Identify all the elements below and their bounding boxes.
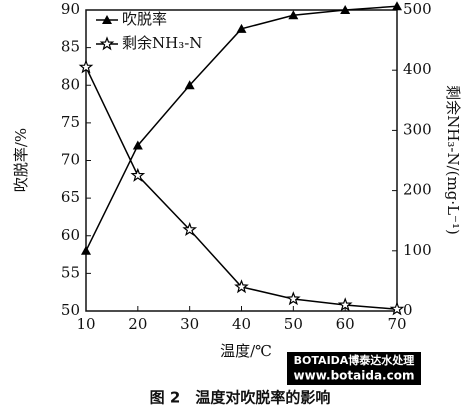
marker (132, 140, 143, 150)
marker (182, 221, 198, 237)
caption: 图 2 温度对吹脱率的影响 (150, 389, 331, 407)
x-axis-label: 温度/℃ (220, 342, 272, 360)
y2-tick-label: 0 (403, 301, 413, 319)
y-tick-label: 55 (61, 263, 80, 281)
plot-frame (85, 9, 398, 312)
y2-tick-label: 100 (403, 241, 432, 259)
y-tick-label: 60 (61, 226, 80, 244)
marker (78, 59, 94, 74)
watermark-box (287, 352, 421, 385)
marker (184, 80, 195, 90)
y2-tick-label: 300 (403, 120, 432, 138)
y2-tick-label: 200 (403, 181, 432, 199)
marker (81, 245, 91, 255)
x-tick-label: 20 (128, 315, 147, 333)
legend-label: 剩余NH₃-N (122, 34, 202, 52)
marker (285, 291, 301, 306)
marker (337, 297, 353, 312)
y-tick-label: 50 (61, 301, 80, 319)
y-tick-label: 65 (61, 188, 80, 206)
marker (340, 5, 351, 14)
y-tick-label: 75 (61, 113, 80, 131)
x-tick-label: 40 (232, 315, 251, 333)
legend-marker (99, 36, 115, 51)
watermark: www.botaida.com (294, 369, 415, 383)
marker (234, 279, 249, 294)
y2-axis-label: 剩余NH₃-N/(mg·L⁻¹) (444, 85, 462, 235)
legend-marker (102, 15, 112, 24)
y-axis-label: 吹脱率/% (12, 128, 30, 192)
x-tick-label: 30 (180, 315, 199, 333)
x-tick-label: 60 (336, 315, 355, 333)
y2-tick-label: 500 (403, 0, 432, 18)
x-tick-label: 10 (76, 315, 95, 333)
y-tick-label: 85 (61, 38, 80, 56)
x-tick-label: 70 (387, 315, 406, 333)
legend-label: 吹脱率 (122, 10, 167, 28)
watermark: BOTAIDA博泰达水处理 (294, 353, 415, 367)
y-tick-label: 80 (61, 75, 80, 93)
marker (236, 23, 247, 33)
marker (389, 301, 405, 316)
y-tick-label: 70 (61, 151, 80, 169)
y-tick-label: 90 (61, 0, 80, 18)
marker (288, 10, 299, 20)
y2-tick-label: 400 (403, 60, 432, 78)
series-line (85, 66, 398, 310)
marker (392, 1, 402, 11)
x-tick-label: 50 (284, 315, 303, 333)
marker (130, 167, 146, 182)
